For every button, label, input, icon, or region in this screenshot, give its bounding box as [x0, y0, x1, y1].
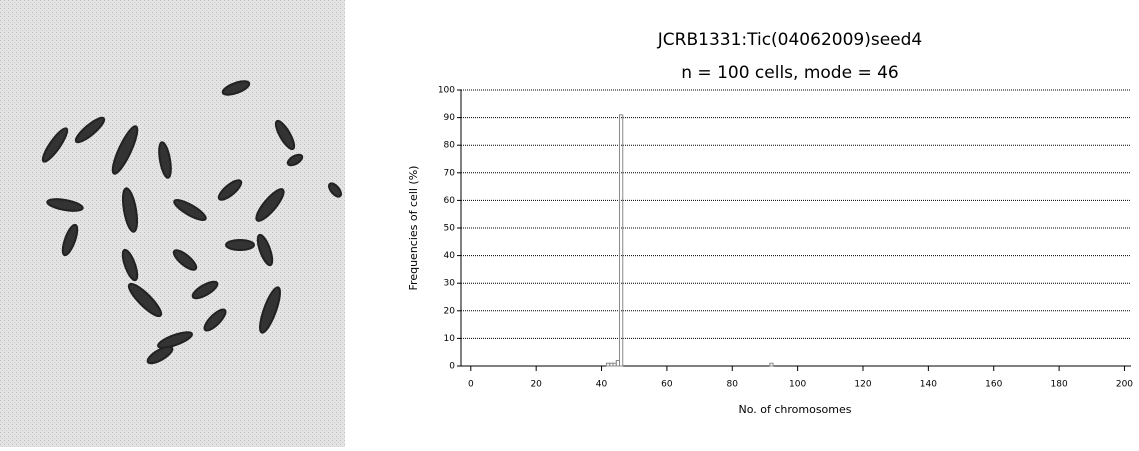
y-tick-label: 30	[444, 279, 456, 289]
y-tick-label: 50	[444, 224, 456, 234]
x-tick-label: 40	[596, 380, 608, 390]
y-tick-label: 90	[444, 113, 456, 123]
bar	[619, 114, 624, 367]
y-tick-label: 70	[444, 168, 456, 178]
x-tick-label: 0	[468, 380, 474, 390]
bar	[769, 362, 774, 367]
x-tick-label: 160	[985, 380, 1002, 390]
y-tick-label: 80	[444, 141, 456, 151]
y-tick-label: 0	[449, 362, 455, 372]
bar	[615, 359, 620, 367]
y-tick-label: 20	[444, 306, 456, 316]
y-axis-title: Frequencies of cell (%)	[407, 166, 420, 291]
x-tick-label: 200	[1116, 380, 1133, 390]
bar	[609, 362, 614, 367]
x-tick-label: 120	[854, 380, 871, 390]
y-tick-label: 10	[444, 334, 456, 344]
x-tick-label: 100	[789, 380, 806, 390]
y-tick-label: 40	[444, 251, 456, 261]
x-tick-label: 140	[920, 380, 937, 390]
x-tick-label: 180	[1051, 380, 1068, 390]
karyotype-image	[0, 0, 345, 447]
bar	[605, 362, 611, 367]
y-tick-label: 100	[438, 86, 455, 96]
bar	[612, 362, 617, 367]
chart-subtitle: n = 100 cells, mode = 46	[681, 63, 899, 83]
x-axis-title: No. of chromosomes	[738, 403, 851, 416]
x-tick-label: 80	[727, 380, 739, 390]
chart-title: JCRB1331:Tic(04062009)seed4	[657, 30, 922, 50]
x-tick-label: 20	[530, 380, 542, 390]
x-tick-label: 60	[661, 380, 673, 390]
y-tick-label: 60	[444, 196, 456, 206]
